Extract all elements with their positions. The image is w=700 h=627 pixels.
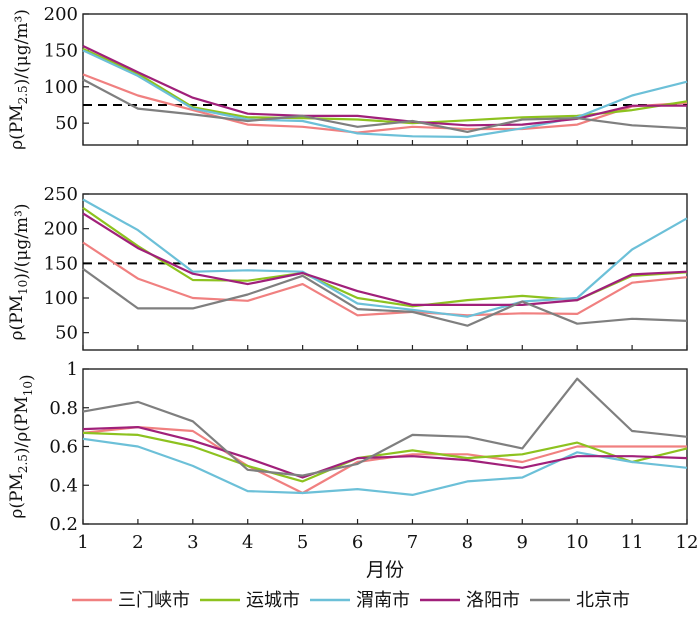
series-line-pm10-三门峡市 (82, 241, 688, 317)
x-tick-label: 2 (132, 532, 143, 553)
x-tick-label: 7 (407, 532, 418, 553)
legend-label-运城市: 运城市 (246, 590, 300, 611)
y-tick-label-pm25: 200 (44, 4, 78, 25)
series-line-pm10-北京市 (82, 268, 688, 327)
x-axis-label: 月份 (366, 559, 404, 581)
x-tick-label: 4 (242, 532, 253, 553)
y-tick-label-pm10: 50 (55, 323, 78, 344)
x-tick-label: 12 (676, 532, 699, 553)
x-tick-label: 6 (352, 532, 363, 553)
x-tick-label: 9 (517, 532, 528, 553)
series-line-pm25-运城市 (82, 47, 688, 125)
y-axis-label-pm10: ρ(PM10)/(μg/m³) (7, 204, 32, 341)
x-tick-label: 1 (77, 532, 88, 553)
y-axis-label-pm25: ρ(PM2.5)/(μg/m³) (7, 9, 32, 150)
y-tick-label-pm25: 150 (44, 40, 78, 61)
y-tick-label-pm10: 100 (44, 288, 78, 309)
y-tick-label-ratio: 0.6 (49, 437, 78, 458)
series-line-pm10-洛阳市 (82, 212, 688, 306)
y-tick-label-pm10: 150 (44, 253, 78, 274)
series-line-pm25-三门峡市 (82, 73, 688, 134)
x-tick-label: 5 (297, 532, 308, 553)
series-line-pm25-洛阳市 (82, 45, 687, 127)
series-line-ratio-运城市 (82, 431, 688, 483)
x-tick-label: 11 (621, 532, 644, 553)
legend-label-渭南市: 渭南市 (356, 590, 410, 611)
legend-label-三门峡市: 三门峡市 (118, 590, 190, 611)
y-tick-label-ratio: 0.2 (49, 514, 78, 535)
y-tick-label-pm25: 50 (55, 113, 78, 134)
x-tick-label: 10 (566, 532, 589, 553)
x-tick-label: 3 (187, 532, 198, 553)
y-tick-label-ratio: 1 (67, 359, 78, 380)
y-tick-label-pm25: 100 (44, 77, 78, 98)
legend-label-北京市: 北京市 (576, 590, 630, 611)
panel-frame-pm10 (82, 193, 688, 351)
series-line-pm25-北京市 (82, 78, 688, 133)
y-tick-label-pm10: 250 (44, 184, 78, 205)
y-tick-label-ratio: 0.4 (49, 475, 78, 496)
x-tick-label: 8 (462, 532, 473, 553)
series-line-ratio-北京市 (82, 377, 688, 477)
legend-label-洛阳市: 洛阳市 (466, 590, 520, 611)
y-tick-label-pm10: 200 (44, 219, 78, 240)
y-tick-label-ratio: 0.8 (49, 398, 78, 419)
panel-frame-pm25 (82, 13, 688, 146)
y-axis-label-ratio: ρ(PM2.5)/ρ(PM10) (7, 374, 37, 518)
series-line-ratio-渭南市 (82, 437, 688, 496)
series-line-pm10-渭南市 (82, 198, 688, 318)
series-line-ratio-洛阳市 (82, 426, 688, 479)
series-line-pm25-渭南市 (82, 49, 688, 139)
